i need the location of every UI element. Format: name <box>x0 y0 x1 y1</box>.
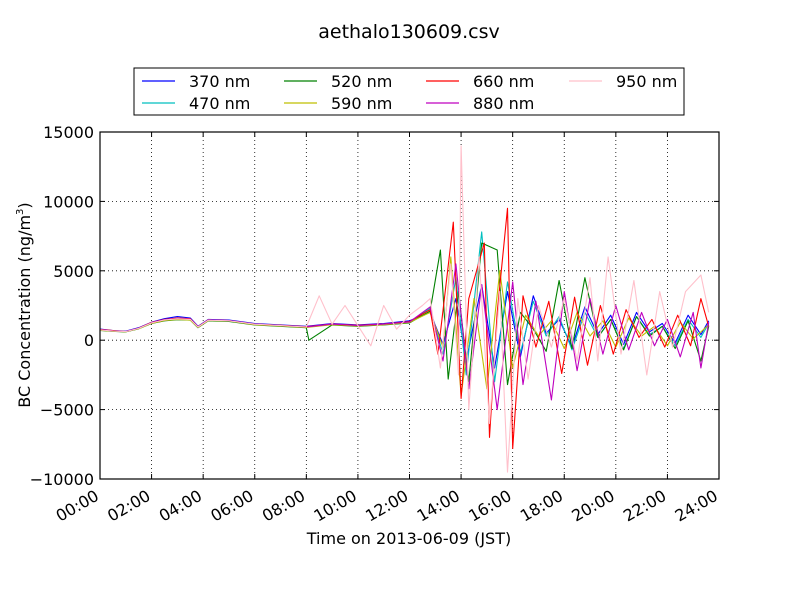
legend: 370 nm 470 nm 520 nm 590 nm 660 nm 880 nm 950 … <box>133 67 685 116</box>
legend-label-660-nm: 660 nm <box>473 72 534 91</box>
y-axis-label-sup: 3 <box>15 209 26 215</box>
legend-frame <box>133 67 685 116</box>
legend-label-520-nm: 520 nm <box>331 72 392 91</box>
y-tick-label: −10000 <box>30 470 94 489</box>
y-axis-label-close: ) <box>15 202 34 208</box>
y-tick-label: 0 <box>84 331 94 350</box>
series-line-370-nm <box>99 284 710 369</box>
series-line-950-nm <box>99 145 710 473</box>
legend-label-950-nm: 950 nm <box>616 72 677 91</box>
y-tick-label: 15000 <box>43 123 94 142</box>
legend-label-470-nm: 470 nm <box>189 94 250 113</box>
y-tick-label: 5000 <box>53 262 94 281</box>
y-axis-label: BC Concentration (ng/m3) <box>15 202 34 407</box>
legend-label-880-nm: 880 nm <box>473 94 534 113</box>
y-tick-label: −5000 <box>40 401 94 420</box>
legend-label-370-nm: 370 nm <box>189 72 250 91</box>
x-axis-label: Time on 2013-06-09 (JST) <box>306 529 511 548</box>
series-line-590-nm <box>99 256 710 397</box>
series-layer <box>99 145 710 473</box>
legend-label-590-nm: 590 nm <box>331 94 392 113</box>
chart-title: aethalo130609.csv <box>318 21 500 43</box>
y-axis-label-main: BC Concentration (ng/m <box>15 215 34 408</box>
y-tick-label: 10000 <box>43 192 94 211</box>
